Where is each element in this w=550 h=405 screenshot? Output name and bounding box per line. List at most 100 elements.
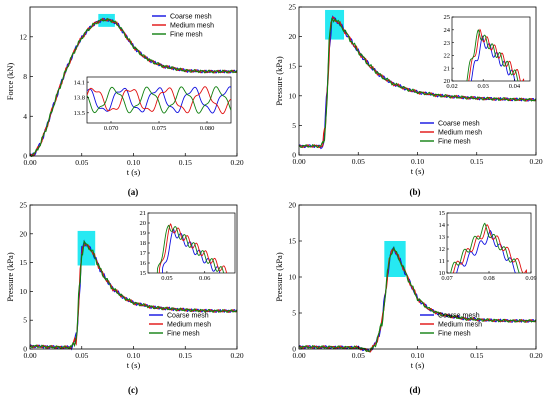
x-axis-title: t (s): [411, 166, 425, 176]
x-tick-label: 0.05: [75, 351, 88, 360]
legend-label: Medium mesh: [438, 130, 482, 137]
inset-x-tick-label: 0.08: [483, 275, 494, 282]
inset-x-tick-label: 0.09: [525, 275, 536, 282]
inset-x-tick-label: 0.070: [104, 125, 119, 132]
inset-y-tick-label: 23: [444, 40, 451, 47]
inset-y-tick-label: 12: [439, 246, 446, 253]
x-axis-title: t (s): [127, 167, 141, 177]
inset-x-tick-label: 0.075: [152, 125, 167, 132]
x-tick-label: 0.05: [352, 157, 365, 166]
inset-series-medium-mesh: [87, 86, 231, 115]
legend-label: Fine mesh: [438, 331, 471, 338]
inset-y-tick-label: 10: [439, 270, 446, 277]
x-axis-title: t (s): [127, 360, 141, 370]
x-tick-label: 0.15: [179, 351, 192, 360]
x-tick-label: 0.15: [470, 157, 483, 166]
legend-label: Coarse mesh: [167, 313, 209, 320]
series-line-fine-mesh: [29, 17, 238, 158]
inset-series-medium-mesh: [468, 28, 525, 81]
inset-y-tick-label: 20: [140, 220, 147, 227]
x-tick-label: 0.05: [75, 158, 88, 167]
y-tick-label: 12: [20, 32, 28, 41]
legend-label: Fine mesh: [170, 32, 203, 39]
inset-series-medium-mesh: [158, 223, 228, 273]
inset-y-tick-label: 19: [140, 230, 147, 237]
inset-series-coarse-mesh: [87, 86, 231, 114]
inset-x-tick-label: 0.06: [199, 275, 211, 282]
x-tick-label: 0.05: [352, 351, 365, 360]
inset-a: 0.070 0.075 0.080 13.5 13.8 14.1: [74, 76, 232, 132]
x-tick-label: 0.00: [23, 351, 36, 360]
legend-label: Medium mesh: [438, 322, 482, 329]
inset-y-tick-label: 21: [444, 65, 451, 72]
y-tick-label: 15: [289, 62, 297, 71]
inset-y-tick-label: 17: [140, 250, 147, 257]
y-tick-label: 10: [289, 91, 297, 100]
inset-x-tick-label: 0.03: [478, 83, 489, 90]
inset-series-fine-mesh: [450, 222, 523, 273]
inset-x-tick-label: 0.04: [509, 83, 521, 90]
inset-x-tick-label: 0.02: [446, 83, 457, 90]
inset-series-coarse-mesh: [470, 35, 518, 81]
inset-y-tick-label: 13.8: [74, 95, 85, 102]
x-tick-label: 0.10: [411, 157, 424, 166]
inset-y-tick-label: 14.1: [74, 79, 85, 86]
y-axis-title: Pressure (kPa): [274, 56, 284, 106]
panel-label: (d): [410, 385, 421, 395]
y-tick-label: 8: [23, 72, 27, 81]
x-tick-label: 0.00: [292, 157, 305, 166]
y-tick-label: 4: [23, 112, 27, 121]
inset-y-tick-label: 20: [444, 78, 451, 85]
legend-label: Medium mesh: [170, 23, 214, 30]
x-tick-label: 0.20: [529, 351, 542, 360]
inset-c: 0.05 0.06 15 16 17 18 19 20 21: [140, 210, 236, 282]
inset-y-tick-label: 25: [444, 14, 451, 21]
inset-x-tick-label: 0.07: [441, 275, 453, 282]
y-tick-label: 10: [289, 273, 297, 282]
inset-y-tick-label: 22: [444, 53, 451, 60]
y-tick-label: 10: [20, 287, 28, 296]
legend-label: Coarse mesh: [438, 121, 480, 128]
panel-a: 0.00 0.05 0.10 0.15 0.20 0 4 8 12 t (s) Force (kN)…: [5, 6, 244, 197]
x-axis-title: t (s): [411, 360, 425, 370]
inset-y-tick-label: 15: [439, 210, 446, 217]
legend-label: Medium mesh: [167, 322, 211, 329]
inset-y-tick-label: 16: [140, 260, 147, 267]
legend-label: Coarse mesh: [438, 313, 480, 320]
inset-x-tick-label: 0.05: [161, 275, 172, 282]
inset-y-tick-label: 15: [140, 270, 147, 277]
y-tick-label: 5: [292, 121, 296, 130]
y-tick-label: 0: [23, 345, 27, 354]
x-tick-label: 0.10: [127, 351, 140, 360]
x-tick-label: 0.20: [230, 351, 243, 360]
legend-label: Coarse mesh: [170, 14, 212, 21]
inset-y-tick-label: 13.5: [74, 110, 85, 117]
legend-label: Fine mesh: [167, 331, 200, 338]
x-tick-label: 0.15: [179, 158, 192, 167]
y-tick-label: 20: [289, 32, 297, 41]
inset-series-fine-mesh: [466, 29, 519, 81]
x-tick-label: 0.00: [292, 351, 305, 360]
panel-c: 0.00 0.05 0.10 0.15 0.20 0 5 10 15 20 25 t (s) Press…: [5, 201, 244, 396]
y-tick-label: 0: [23, 152, 27, 161]
y-tick-label: 25: [289, 3, 297, 12]
y-tick-label: 20: [289, 201, 297, 210]
panel-label: (b): [410, 187, 421, 197]
x-tick-label: 0.10: [127, 158, 140, 167]
series-line-fine-mesh: [29, 240, 238, 350]
inset-frame: [86, 76, 232, 124]
x-tick-label: 0.10: [411, 351, 424, 360]
inset-y-tick-label: 14: [439, 222, 446, 229]
inset-series-fine-mesh: [87, 86, 231, 114]
y-tick-label: 5: [23, 316, 27, 325]
panel-b: 0.00 0.05 0.10 0.15 0.20 0 5 10 15 20 25 t (s) Press…: [274, 3, 543, 198]
legend-label: Fine mesh: [438, 139, 471, 146]
inset-series-medium-mesh: [452, 224, 527, 273]
inset-y-tick-label: 11: [439, 258, 445, 265]
inset-x-tick-label: 0.080: [200, 125, 215, 132]
panel-d: 0.00 0.05 0.10 0.15 0.20 0 5 10 15 20 t (s) Pressur…: [274, 201, 543, 396]
x-tick-label: 0.20: [230, 158, 243, 167]
y-tick-label: 20: [20, 229, 28, 238]
